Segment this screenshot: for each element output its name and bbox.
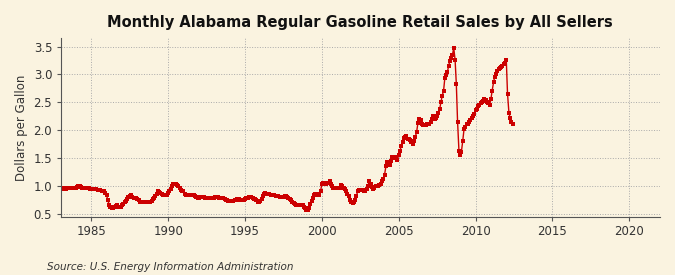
Title: Monthly Alabama Regular Gasoline Retail Sales by All Sellers: Monthly Alabama Regular Gasoline Retail … [107, 15, 613, 30]
Text: Source: U.S. Energy Information Administration: Source: U.S. Energy Information Administ… [47, 262, 294, 272]
Y-axis label: Dollars per Gallon: Dollars per Gallon [15, 74, 28, 181]
